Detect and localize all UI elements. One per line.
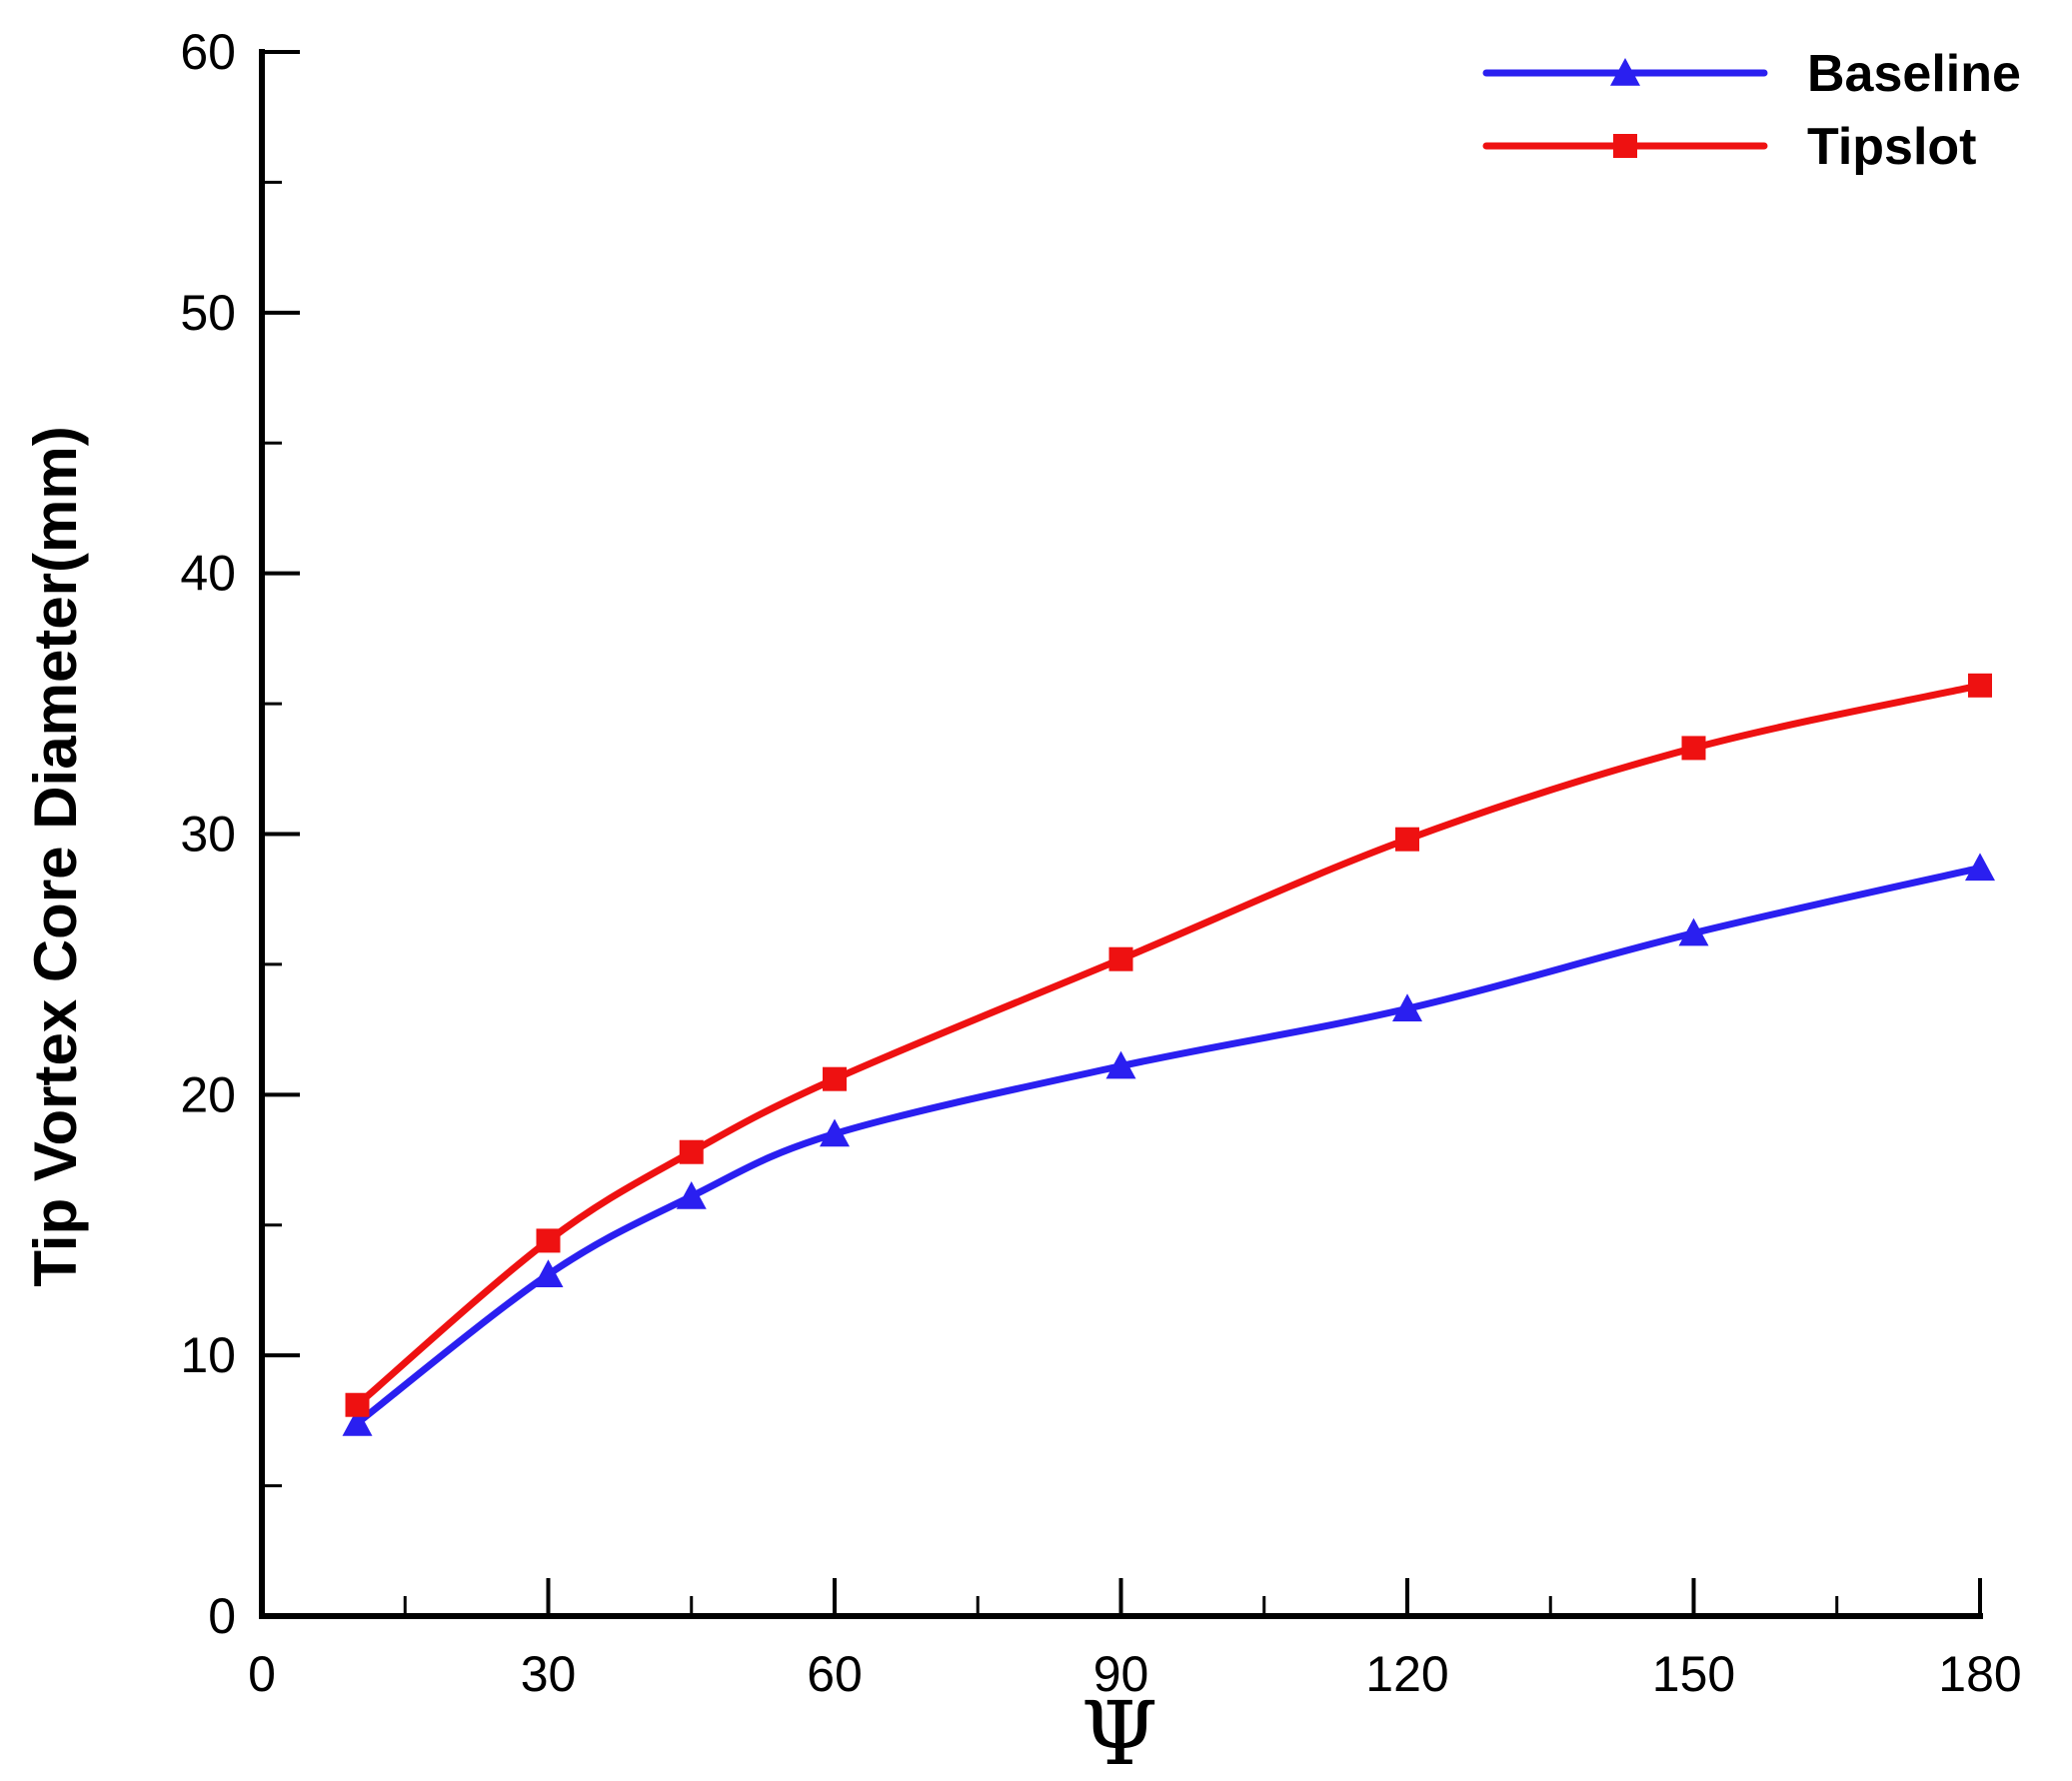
- x-tick-label: 30: [521, 1646, 577, 1702]
- y-axis-title: Tip Vortex Core Diameter(mm): [22, 426, 89, 1286]
- data-point-baseline: [1105, 1050, 1136, 1079]
- x-tick-label: 120: [1365, 1646, 1448, 1702]
- data-point-baseline: [820, 1118, 850, 1147]
- x-axis-title: Ψ: [1080, 1682, 1157, 1781]
- x-tick-label: 150: [1652, 1646, 1735, 1702]
- data-point-baseline: [1965, 853, 1995, 882]
- series-layer: [342, 673, 1995, 1436]
- data-point-tipslot: [823, 1066, 847, 1091]
- axes: [259, 49, 1983, 1619]
- x-tick-label: 90: [1093, 1646, 1149, 1702]
- y-tick-label: 60: [180, 24, 236, 80]
- y-tick-label: 20: [180, 1066, 236, 1122]
- y-tick-label: 10: [180, 1327, 236, 1383]
- legend: Baseline Tipslot: [1482, 45, 2021, 176]
- data-point-baseline: [1678, 917, 1709, 946]
- data-point-tipslot: [536, 1228, 561, 1253]
- ticks: 0 30 60 90 120 150 180 0 10 20 30 40 50 60: [180, 24, 2021, 1702]
- data-point-tipslot: [1968, 673, 1992, 698]
- x-tick-label: 180: [1938, 1646, 2021, 1702]
- legend-label-tipslot: Tipslot: [1807, 118, 1976, 176]
- data-point-tipslot: [345, 1392, 370, 1417]
- legend-label-baseline: Baseline: [1807, 45, 2021, 103]
- data-point-baseline: [342, 1407, 373, 1436]
- x-tick-label: 60: [807, 1646, 863, 1702]
- data-point-tipslot: [1681, 736, 1706, 761]
- series-tipslot: [345, 673, 1992, 1417]
- legend-marker-baseline: [1610, 58, 1640, 86]
- y-tick-label: 40: [180, 546, 236, 602]
- series-baseline: [342, 853, 1995, 1436]
- x-tick-label: 0: [248, 1646, 276, 1702]
- data-point-baseline: [676, 1181, 707, 1209]
- series-line-tipslot: [354, 682, 1984, 1409]
- data-point-baseline: [1392, 993, 1422, 1022]
- data-point-tipslot: [1108, 946, 1133, 971]
- y-tick-label: 50: [180, 285, 236, 341]
- data-point-tipslot: [679, 1139, 704, 1164]
- legend-marker-tipslot: [1613, 134, 1637, 158]
- y-tick-label: 30: [180, 807, 236, 863]
- data-point-baseline: [533, 1259, 564, 1288]
- y-tick-label: 0: [208, 1588, 236, 1644]
- data-point-tipslot: [1395, 827, 1419, 852]
- series-line-baseline: [354, 864, 1984, 1427]
